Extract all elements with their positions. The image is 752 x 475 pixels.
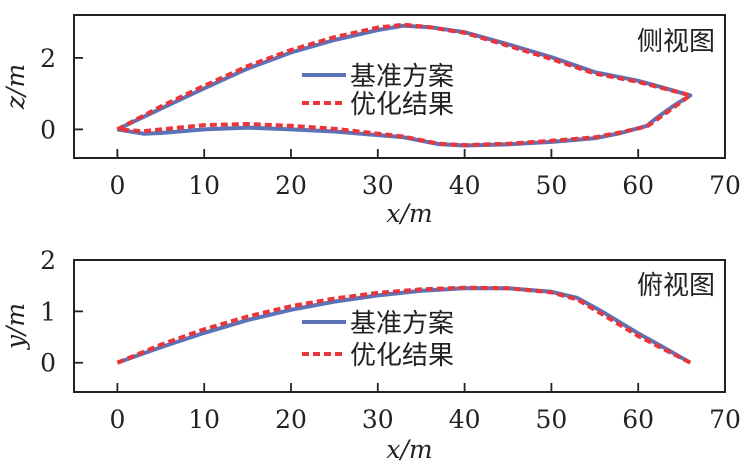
x-tick-label: 40 xyxy=(449,171,481,200)
y-axis-label: z/m xyxy=(1,64,30,110)
x-tick-label: 70 xyxy=(709,171,741,200)
x-tick-label: 30 xyxy=(362,171,394,200)
x-tick-label: 0 xyxy=(109,405,125,434)
y-tick-label: 0 xyxy=(40,349,56,378)
plot-frame xyxy=(73,259,726,393)
x-tick-label: 10 xyxy=(188,171,220,200)
x-axis-label: x/m xyxy=(386,435,432,464)
x-axis-label: x/m xyxy=(386,199,432,228)
series-line-baseline xyxy=(116,23,693,148)
y-tick-label: 1 xyxy=(40,297,56,326)
y-tick-label: 2 xyxy=(40,44,56,73)
x-tick-label: 60 xyxy=(622,171,654,200)
y-tick-label: 2 xyxy=(40,246,56,275)
legend-label: 优化结果 xyxy=(350,90,454,120)
legend-label: 基准方案 xyxy=(350,309,454,339)
x-tick-label: 50 xyxy=(535,171,567,200)
x-tick-label: 70 xyxy=(709,405,741,434)
series-line-optimized xyxy=(116,285,692,365)
legend-label: 优化结果 xyxy=(350,341,454,371)
subplot-title: 俯视图 xyxy=(637,271,715,301)
x-tick-label: 40 xyxy=(449,405,481,434)
x-tick-label: 10 xyxy=(188,405,220,434)
x-tick-label: 0 xyxy=(109,171,125,200)
legend-label: 基准方案 xyxy=(350,62,454,92)
y-axis-label: y/m xyxy=(1,303,30,350)
x-tick-label: 60 xyxy=(622,405,654,434)
y-tick-label: 0 xyxy=(40,115,56,144)
plot-frame xyxy=(73,14,726,159)
x-tick-label: 20 xyxy=(275,405,307,434)
x-tick-label: 50 xyxy=(535,405,567,434)
subplot-title: 侧视图 xyxy=(637,27,715,57)
x-tick-label: 20 xyxy=(275,171,307,200)
x-tick-label: 30 xyxy=(362,405,394,434)
